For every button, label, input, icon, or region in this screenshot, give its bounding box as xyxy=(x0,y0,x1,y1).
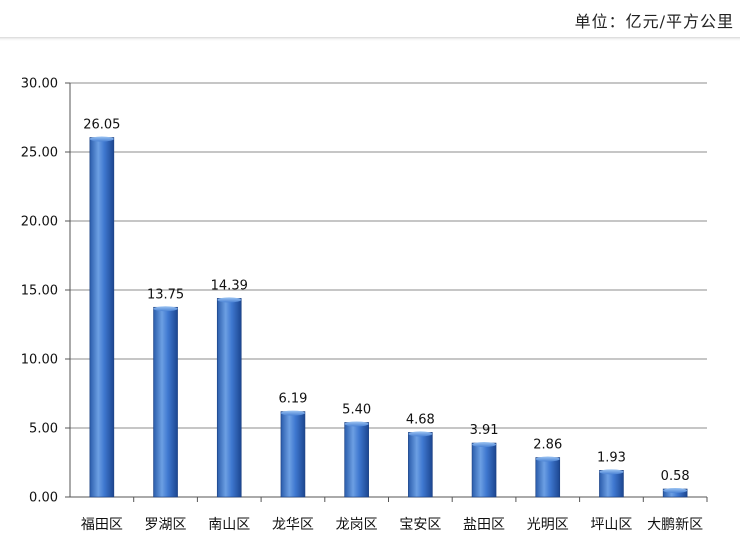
bar-cap xyxy=(153,306,178,312)
bar-cap xyxy=(217,297,242,303)
bar-cap xyxy=(280,410,305,416)
y-tick-label: 0.00 xyxy=(29,491,58,506)
value-label: 1.93 xyxy=(597,450,626,465)
bar xyxy=(216,298,242,498)
bar-cap xyxy=(472,442,497,448)
value-labels: 26.05 13.75 14.39 6.19 5.40 4.68 3.91 2.86 1.93 0… xyxy=(83,118,689,484)
value-label: 6.19 xyxy=(278,392,307,407)
bar xyxy=(344,422,369,498)
y-tick-label: 30.00 xyxy=(21,77,58,92)
bar xyxy=(599,470,624,498)
category-label: 光明区 xyxy=(527,517,569,533)
value-label: 3.91 xyxy=(470,423,499,438)
category-labels: 福田区 罗湖区 南山区 龙华区 龙岗区 宝安区 盐田区 光明区 坪山区 大鹏新区 xyxy=(81,517,703,533)
bar-cap xyxy=(663,487,688,493)
y-tick-label: 20.00 xyxy=(21,215,58,230)
value-label: 4.68 xyxy=(406,412,435,427)
bar-cap xyxy=(535,456,560,462)
bar xyxy=(153,306,178,498)
bars xyxy=(89,136,688,498)
bar xyxy=(471,442,497,498)
bar-cap xyxy=(408,431,433,437)
category-label: 宝安区 xyxy=(399,517,441,533)
category-label: 大鹏新区 xyxy=(647,517,703,533)
bar-cap xyxy=(89,136,114,142)
bar xyxy=(89,137,115,498)
category-label: 盐田区 xyxy=(463,517,505,533)
y-tick-labels: 0.00 5.00 10.00 15.00 20.00 25.00 30.00 xyxy=(21,77,58,506)
unit-label: 单位：亿元/平方公里 xyxy=(574,12,734,31)
value-label: 13.75 xyxy=(147,287,184,302)
category-label: 罗湖区 xyxy=(145,517,187,533)
value-label: 5.40 xyxy=(342,402,371,417)
value-label: 14.39 xyxy=(211,278,248,293)
category-label: 龙华区 xyxy=(272,517,314,533)
bar-cap xyxy=(599,469,624,475)
y-tick-label: 25.00 xyxy=(21,146,58,161)
category-label: 南山区 xyxy=(208,517,250,533)
y-tick-label: 5.00 xyxy=(29,422,58,437)
y-tick-label: 15.00 xyxy=(21,284,58,299)
y-tick-label: 10.00 xyxy=(21,353,58,368)
category-label: 坪山区 xyxy=(590,517,632,533)
bar xyxy=(408,432,433,498)
bar-cap xyxy=(344,421,369,427)
value-label: 26.05 xyxy=(83,118,120,133)
value-label: 0.58 xyxy=(661,469,690,484)
header-divider xyxy=(0,37,740,41)
value-label: 2.86 xyxy=(533,438,562,453)
bar xyxy=(280,411,306,498)
category-label: 龙岗区 xyxy=(336,517,378,533)
bar xyxy=(535,457,561,498)
category-label: 福田区 xyxy=(81,517,123,533)
